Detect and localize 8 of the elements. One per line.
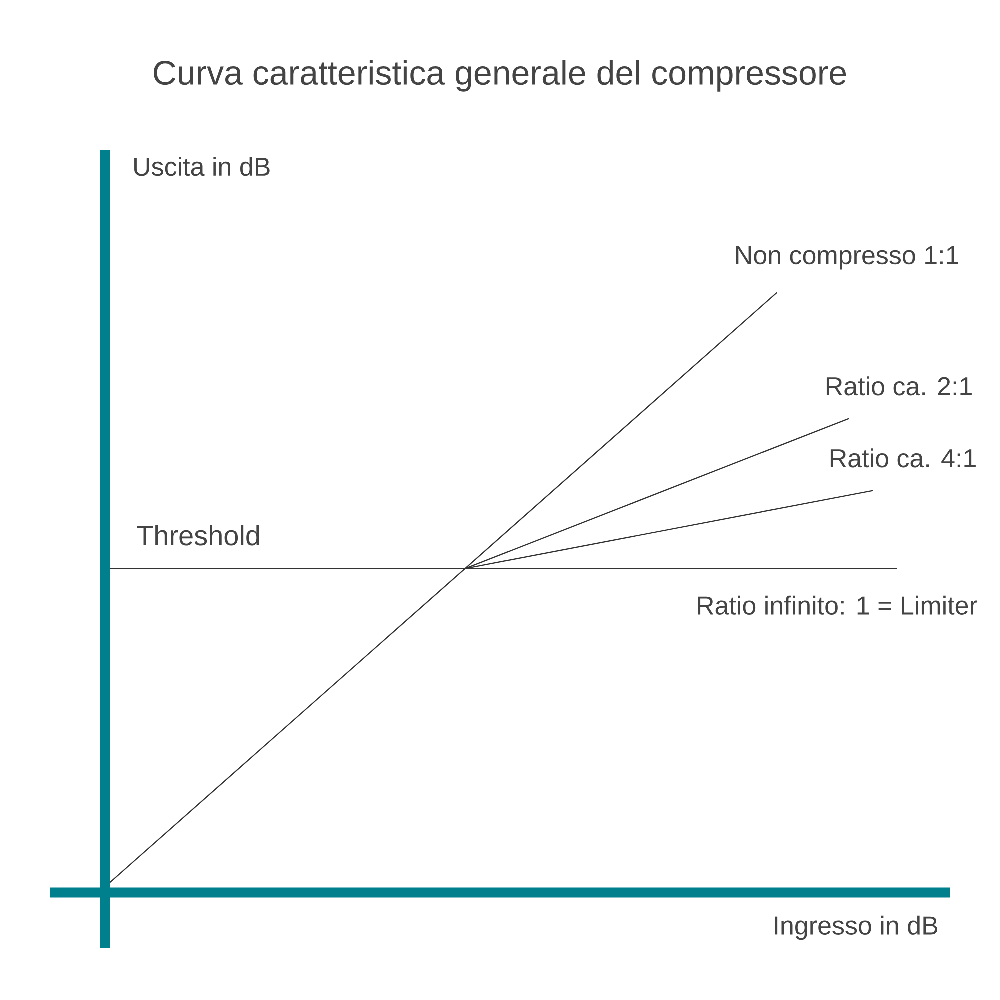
chart-title: Curva caratteristica generale del compressore (154, 60, 846, 92)
x-axis-title: Ingresso in dB (775, 916, 938, 940)
annotation: Threshold (137, 525, 260, 546)
series-label: Ratio ca. 2:1 (826, 376, 972, 396)
y-axis-title: Uscita in dB (134, 157, 270, 176)
series-label: Non compresso 1:1 (736, 246, 958, 270)
series-label: Ratio infinito: 1 = Limiter (698, 596, 978, 615)
series-label: Ratio ca. 4:1 (830, 448, 976, 468)
